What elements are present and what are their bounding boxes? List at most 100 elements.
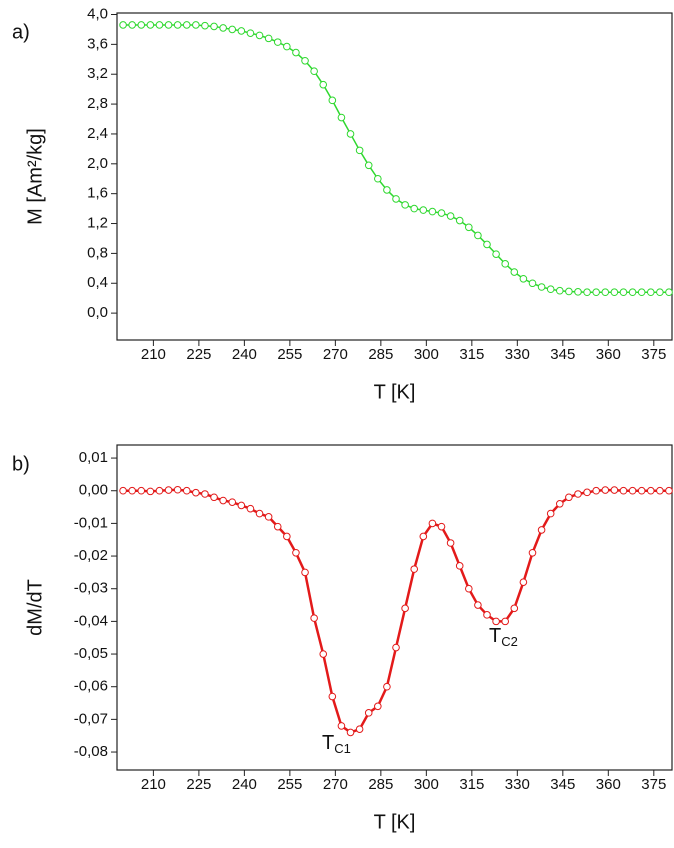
data-point	[155, 486, 164, 495]
y-axis-title: dM/dT	[24, 579, 46, 636]
data-point	[483, 611, 491, 619]
data-point	[637, 486, 646, 495]
data-point	[601, 288, 610, 297]
data-point	[210, 493, 218, 502]
data-point	[182, 21, 191, 29]
y-tick-label: 0,00	[79, 482, 108, 499]
y-tick-label: 2,0	[87, 155, 108, 172]
data-point	[164, 21, 173, 29]
x-tick-label: 315	[459, 776, 484, 793]
data-point	[237, 27, 246, 35]
data-point	[537, 526, 546, 534]
data-point	[419, 532, 428, 541]
data-point	[474, 601, 482, 609]
data-point	[656, 486, 664, 495]
data-point	[328, 96, 337, 105]
data-point	[437, 522, 446, 531]
data-point	[210, 22, 218, 31]
data-point	[137, 486, 146, 495]
data-point	[610, 486, 619, 494]
data-point	[219, 24, 227, 32]
y-tick-label: 0,4	[87, 274, 108, 291]
y-tick-label: -0,05	[74, 645, 108, 662]
data-point	[328, 692, 337, 701]
data-point	[501, 617, 509, 626]
data-point	[428, 519, 437, 528]
y-tick-label: 0,8	[87, 244, 108, 261]
data-point	[246, 504, 255, 513]
y-tick-label: 2,8	[87, 95, 108, 112]
data-point	[528, 279, 537, 288]
data-point	[192, 21, 200, 29]
x-tick-label: 285	[368, 776, 393, 793]
y-tick-label: -0,07	[74, 710, 108, 727]
panel-label: a)	[12, 21, 30, 43]
data-point	[173, 21, 182, 29]
data-point	[146, 21, 155, 29]
data-point	[128, 21, 136, 29]
x-tick-label: 240	[232, 346, 257, 363]
y-tick-label: -0,04	[74, 612, 108, 629]
data-point	[428, 207, 437, 216]
x-tick-label: 375	[641, 776, 666, 793]
data-point	[628, 486, 637, 495]
data-point	[519, 274, 528, 283]
data-point	[474, 231, 482, 240]
data-point	[628, 288, 637, 297]
data-point	[374, 702, 382, 711]
data-point	[319, 80, 328, 89]
x-tick-label: 330	[505, 346, 530, 363]
data-point	[637, 288, 646, 297]
y-tick-label: -0,08	[74, 743, 108, 760]
x-tick-label: 345	[550, 346, 575, 363]
data-point	[646, 288, 655, 297]
x-tick-label: 315	[459, 346, 484, 363]
data-point	[565, 493, 573, 502]
data-point	[337, 722, 346, 730]
data-point	[519, 578, 528, 586]
x-tick-label: 360	[596, 776, 621, 793]
data-point	[182, 486, 191, 495]
annotation: TC1	[322, 732, 351, 756]
annotation-subscript: C2	[501, 634, 518, 649]
data-point	[301, 568, 309, 577]
data-point	[619, 288, 628, 297]
data-point	[455, 216, 464, 225]
data-point	[546, 509, 555, 518]
data-point	[419, 206, 428, 214]
data-point	[255, 31, 264, 40]
data-point	[665, 288, 673, 297]
data-point	[446, 212, 455, 220]
panel-label: b)	[12, 453, 30, 475]
data-point	[665, 486, 673, 495]
data-point	[392, 643, 400, 652]
x-tick-label: 270	[323, 346, 348, 363]
data-point	[592, 486, 600, 495]
data-point	[546, 285, 555, 294]
data-point	[455, 562, 464, 570]
data-point	[283, 532, 291, 541]
data-point	[374, 174, 382, 183]
data-point	[292, 548, 300, 557]
data-point	[446, 539, 455, 547]
data-point	[656, 288, 664, 297]
x-tick-label: 255	[277, 346, 302, 363]
data-point	[410, 204, 419, 213]
x-tick-label: 225	[186, 346, 211, 363]
data-point	[346, 728, 355, 737]
data-point	[246, 29, 255, 37]
data-point	[383, 186, 391, 194]
data-point	[119, 486, 127, 495]
x-tick-label: 345	[550, 776, 575, 793]
y-tick-label: 1,2	[87, 215, 108, 232]
data-point	[201, 21, 209, 30]
x-tick-label: 300	[414, 776, 439, 793]
data-point	[401, 604, 409, 613]
data-point	[501, 260, 509, 268]
data-point	[437, 209, 446, 217]
plot-frame	[116, 444, 673, 771]
data-point	[383, 682, 391, 691]
data-point	[237, 501, 246, 510]
